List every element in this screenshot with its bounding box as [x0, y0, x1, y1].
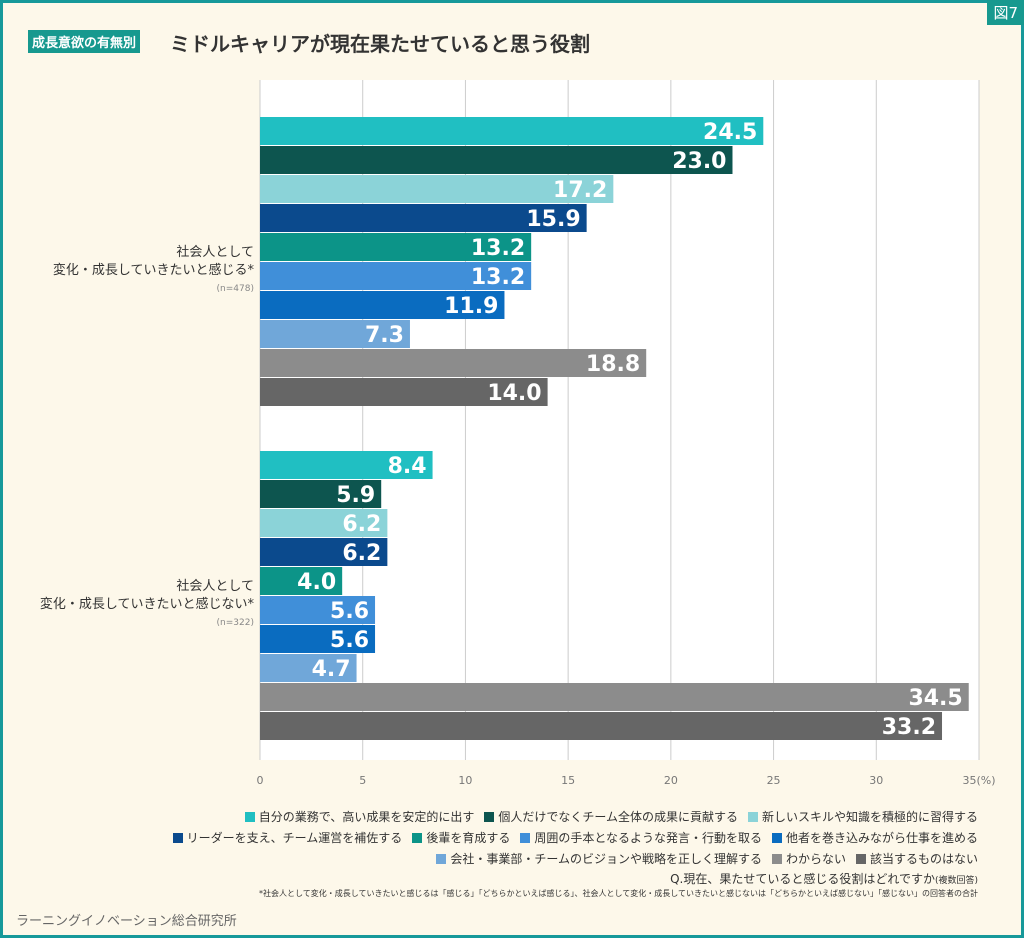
- x-tick-label: 30: [869, 774, 883, 787]
- x-tick-label: 15: [561, 774, 575, 787]
- data-label: 18.8: [586, 352, 640, 377]
- legend-label: 周囲の手本となるような発言・行動を取る: [534, 831, 762, 845]
- legend-label: 他者を巻き込みながら仕事を進める: [785, 831, 978, 845]
- data-label: 6.2: [342, 541, 381, 566]
- legend-swatch: [747, 812, 758, 822]
- data-label: 11.9: [444, 294, 498, 319]
- data-label: 14.0: [487, 381, 541, 406]
- question-note: Q.現在、果たせていると感じる役割はどれですか(複数回答): [670, 872, 978, 886]
- legend-swatch: [412, 833, 423, 843]
- x-tick-label: 0: [257, 774, 264, 787]
- data-label: 13.2: [471, 265, 525, 290]
- bar: [260, 625, 376, 653]
- legend-swatch: [771, 854, 782, 864]
- bar: [260, 262, 532, 290]
- x-tick-label: 25: [767, 774, 781, 787]
- bar: [260, 117, 764, 145]
- bar: [260, 175, 614, 203]
- legend-label: わからない: [785, 852, 846, 866]
- group-label-1: 社会人として 変化・成長していきたいと感じる* (n=478): [52, 245, 254, 294]
- data-label: 23.0: [672, 149, 726, 174]
- title-tag: 成長意欲の有無別: [28, 30, 141, 53]
- bar: [260, 349, 647, 377]
- data-label: 17.2: [553, 178, 607, 203]
- bar: [260, 509, 388, 537]
- organization-name: ラーニングイノベーション総合研究所: [16, 914, 237, 929]
- legend-label: 後輩を育成する: [426, 831, 511, 845]
- bar: [260, 233, 532, 261]
- legend-swatch: [855, 854, 866, 864]
- bar: [260, 596, 376, 624]
- data-label: 5.6: [330, 628, 369, 653]
- bar: [260, 378, 548, 406]
- legend-swatch: [244, 812, 255, 822]
- legend-swatch: [771, 833, 782, 843]
- legend-label: リーダーを支え、チーム運営を補佐する: [186, 831, 403, 845]
- legend-label: 会社・事業部・チームのビジョンや戦略を正しく理解する: [450, 852, 762, 866]
- bar: [260, 146, 733, 174]
- legend-swatch: [436, 854, 447, 864]
- chart-title: ミドルキャリアが現在果たせていると思う役割: [170, 32, 590, 56]
- group-label-2: 社会人として 変化・成長していきたいと感じない* (n=322): [39, 579, 254, 628]
- bar: [260, 320, 410, 348]
- bar: [260, 538, 388, 566]
- data-label: 7.3: [365, 323, 404, 348]
- data-label: 4.7: [312, 657, 351, 682]
- data-label: 24.5: [703, 120, 757, 145]
- data-label: 15.9: [526, 207, 580, 232]
- bar: [260, 683, 969, 711]
- data-label: 33.2: [882, 715, 936, 740]
- legend-label: 自分の業務で、高い成果を安定的に出す: [258, 810, 475, 824]
- data-label: 4.0: [297, 570, 336, 595]
- bar: [260, 654, 357, 682]
- legend-row: 自分の業務で、高い成果を安定的に出す 個人だけでなくチーム全体の成果に貢献する 新し…: [235, 808, 978, 825]
- legend-row: 会社・事業部・チームのビジョンや戦略を正しく理解する わからない 該当するものはない: [426, 850, 978, 867]
- legend-swatch: [520, 833, 531, 843]
- bar: [260, 451, 433, 479]
- bar: [260, 204, 587, 232]
- data-label: 8.4: [388, 454, 427, 479]
- x-tick-label: 20: [664, 774, 678, 787]
- data-label: 6.2: [342, 512, 381, 537]
- x-tick-label: 5: [359, 774, 366, 787]
- legend-swatch: [484, 812, 495, 822]
- legend-label: 個人だけでなくチーム全体の成果に貢献する: [498, 810, 738, 824]
- data-label: 13.2: [471, 236, 525, 261]
- x-tick-label: 10: [458, 774, 472, 787]
- x-tick-label: 35(%): [962, 774, 995, 787]
- bar: [260, 712, 943, 740]
- legend-row: リーダーを支え、チーム運営を補佐する 後輩を育成する 周囲の手本となるような発言・行…: [163, 829, 978, 846]
- bar: [260, 567, 343, 595]
- legend-swatch: [172, 833, 183, 843]
- legend-label: 新しいスキルや知識を積極的に習得する: [761, 810, 978, 824]
- legend-label: 該当するものはない: [869, 852, 978, 866]
- figure-number: 図7: [987, 0, 1024, 25]
- bar: [260, 291, 505, 319]
- footnote: *社会人として変化・成長していきたいと感じるは「感じる」「どちらかといえば感じる…: [258, 889, 978, 898]
- data-label: 34.5: [908, 686, 962, 711]
- data-label: 5.6: [330, 599, 369, 624]
- data-label: 5.9: [336, 483, 375, 508]
- bar: [260, 480, 382, 508]
